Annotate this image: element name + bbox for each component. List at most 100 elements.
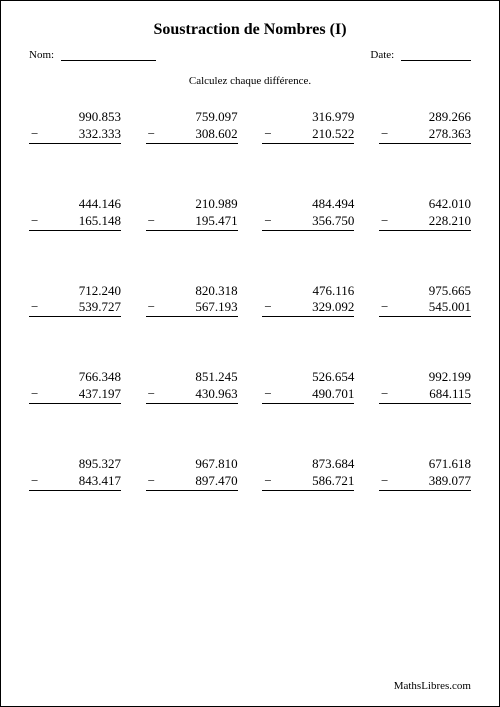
subtrahend: − 684.115 [379, 386, 471, 404]
subtrahend-value: 430.963 [195, 386, 237, 401]
subtrahend: −165.148 [29, 213, 121, 231]
minus-sign: − [148, 126, 155, 143]
subtrahend: − 389.077 [379, 473, 471, 491]
minus-sign: − [264, 213, 271, 230]
subtrahend-value: 539.727 [79, 299, 121, 314]
minus-sign: − [148, 473, 155, 490]
subtrahend: − 897.470 [146, 473, 238, 491]
subtrahend: − 308.602 [146, 126, 238, 144]
subtraction-problem: 712.240−539.727 [29, 283, 121, 318]
minuend: 642.010 [379, 196, 471, 213]
subtraction-problem: 820.318− 567.193 [146, 283, 238, 318]
subtraction-problem: 316.979−210.522 [262, 109, 354, 144]
subtrahend-value: 278.363 [429, 126, 471, 141]
subtraction-problem: 289.266− 278.363 [379, 109, 471, 144]
minuend: 895.327 [29, 456, 121, 473]
subtraction-problem: 759.097− 308.602 [146, 109, 238, 144]
subtrahend-value: 308.602 [195, 126, 237, 141]
subtraction-problem: 990.853− 332.333 [29, 109, 121, 144]
subtrahend-value: 897.470 [195, 473, 237, 488]
minus-sign: − [264, 299, 271, 316]
subtraction-problem: 895.327− 843.417 [29, 456, 121, 491]
subtrahend-value: 356.750 [312, 213, 354, 228]
minuend: 712.240 [29, 283, 121, 300]
minuend: 990.853 [29, 109, 121, 126]
minuend: 820.318 [146, 283, 238, 300]
footer-text: MathsLibres.com [394, 680, 471, 692]
date-field: Date: [370, 49, 471, 61]
problem-row: 766.348−437.197851.245−430.963526.654−49… [29, 369, 471, 404]
subtraction-problem: 766.348−437.197 [29, 369, 121, 404]
subtrahend: − 278.363 [379, 126, 471, 144]
subtrahend-value: 843.417 [79, 473, 121, 488]
minuend: 316.979 [262, 109, 354, 126]
minus-sign: − [264, 473, 271, 490]
minus-sign: − [148, 299, 155, 316]
instruction-text: Calculez chaque différence. [29, 75, 471, 87]
problem-row: 990.853−332.333759.097−308.602316.979−21… [29, 109, 471, 144]
minus-sign: − [31, 126, 38, 143]
page-title: Soustraction de Nombres (I) [29, 21, 471, 39]
subtraction-problem: 484.494− 356.750 [262, 196, 354, 231]
minus-sign: − [31, 213, 38, 230]
subtraction-problem: 444.146−165.148 [29, 196, 121, 231]
subtraction-problem: 992.199− 684.115 [379, 369, 471, 404]
minuend: 975.665 [379, 283, 471, 300]
subtrahend-value: 332.333 [79, 126, 121, 141]
subtrahend-value: 389.077 [429, 473, 471, 488]
subtraction-problem: 975.665−545.001 [379, 283, 471, 318]
minuend: 444.146 [29, 196, 121, 213]
minuend: 851.245 [146, 369, 238, 386]
worksheet-page: Soustraction de Nombres (I) Nom: Date: C… [0, 0, 500, 707]
minus-sign: − [381, 473, 388, 490]
subtrahend: − 195.471 [146, 213, 238, 231]
subtrahend: − 356.750 [262, 213, 354, 231]
date-input-line[interactable] [401, 60, 471, 61]
minus-sign: − [381, 299, 388, 316]
name-input-line[interactable] [61, 60, 156, 61]
minus-sign: − [381, 386, 388, 403]
problem-row: 712.240−539.727820.318−567.193476.116−32… [29, 283, 471, 318]
subtrahend: −539.727 [29, 299, 121, 317]
minuend: 484.494 [262, 196, 354, 213]
subtraction-problem: 671.618− 389.077 [379, 456, 471, 491]
minuend: 671.618 [379, 456, 471, 473]
minuend: 210.989 [146, 196, 238, 213]
subtraction-problem: 210.989− 195.471 [146, 196, 238, 231]
minus-sign: − [31, 386, 38, 403]
subtrahend-value: 195.471 [195, 213, 237, 228]
minuend: 289.266 [379, 109, 471, 126]
problem-row: 444.146−165.148210.989−195.471484.494−35… [29, 196, 471, 231]
subtrahend: −228.210 [379, 213, 471, 231]
name-label: Nom: [29, 49, 54, 61]
subtrahend-value: 567.193 [195, 299, 237, 314]
name-field: Nom: [29, 49, 156, 61]
subtrahend: − 843.417 [29, 473, 121, 491]
minuend: 759.097 [146, 109, 238, 126]
minus-sign: − [148, 213, 155, 230]
minus-sign: − [381, 126, 388, 143]
minuend: 476.116 [262, 283, 354, 300]
subtrahend: − 586.721 [262, 473, 354, 491]
minuend: 992.199 [379, 369, 471, 386]
minuend: 967.810 [146, 456, 238, 473]
subtrahend: −545.001 [379, 299, 471, 317]
subtraction-problem: 967.810− 897.470 [146, 456, 238, 491]
subtraction-problem: 526.654−490.701 [262, 369, 354, 404]
subtrahend-value: 586.721 [312, 473, 354, 488]
subtrahend: − 430.963 [146, 386, 238, 404]
subtrahend: − 437.197 [29, 386, 121, 404]
subtrahend: − 567.193 [146, 299, 238, 317]
minus-sign: − [31, 473, 38, 490]
subtrahend: −210.522 [262, 126, 354, 144]
problem-row: 895.327−843.417967.810−897.470873.684−58… [29, 456, 471, 491]
subtraction-problem: 851.245− 430.963 [146, 369, 238, 404]
subtrahend: −329.092 [262, 299, 354, 317]
subtraction-problem: 476.116−329.092 [262, 283, 354, 318]
minus-sign: − [381, 213, 388, 230]
subtrahend-value: 684.115 [429, 386, 471, 401]
subtrahend-value: 437.197 [79, 386, 121, 401]
problem-grid: 990.853−332.333759.097−308.602316.979−21… [29, 109, 471, 491]
minus-sign: − [148, 386, 155, 403]
fields-row: Nom: Date: [29, 49, 471, 61]
